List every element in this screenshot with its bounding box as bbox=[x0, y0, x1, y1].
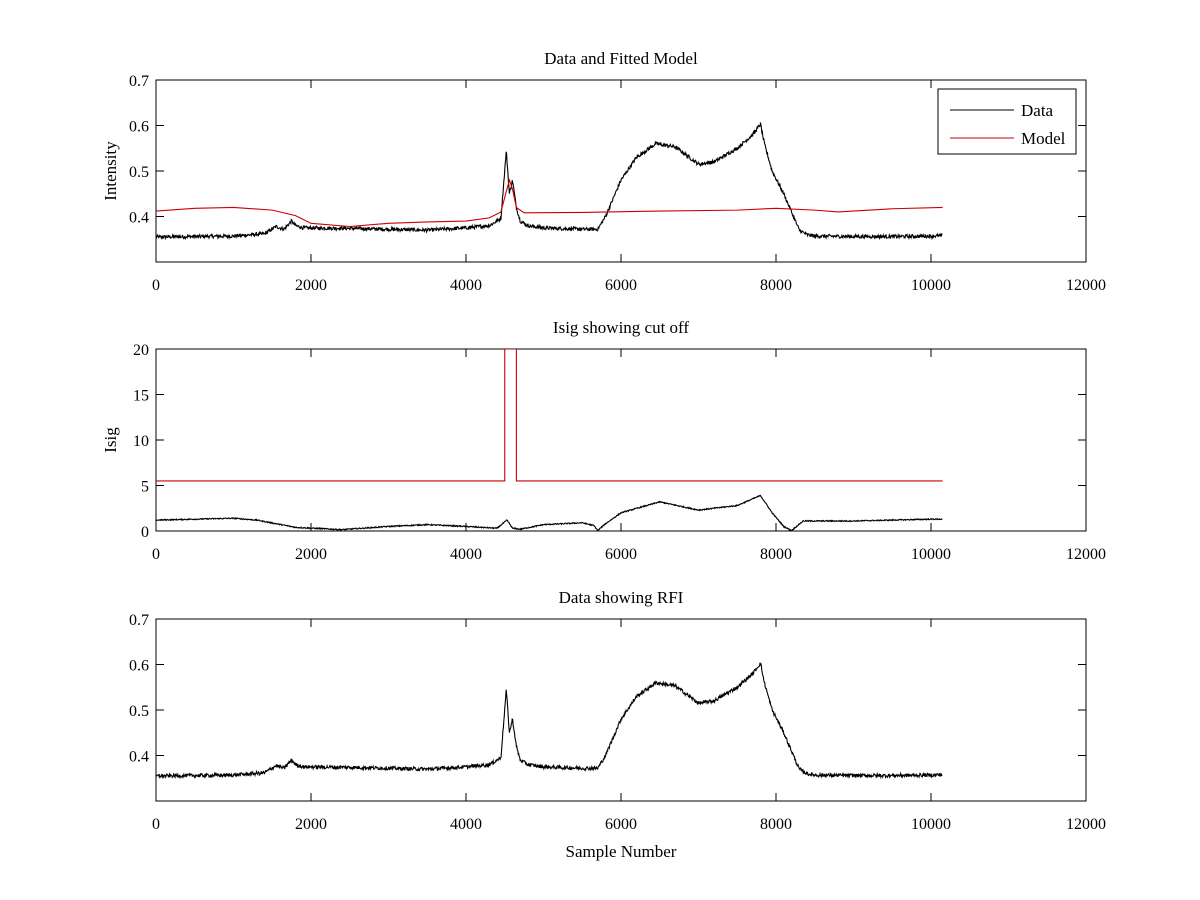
x-tick-label: 8000 bbox=[760, 816, 792, 833]
series-line-isig bbox=[156, 494, 943, 531]
x-tick-label: 10000 bbox=[911, 546, 951, 563]
x-tick-label: 12000 bbox=[1066, 816, 1106, 833]
series-line-model bbox=[156, 178, 943, 228]
series-line-data bbox=[156, 662, 943, 780]
x-axis-label: Sample Number bbox=[566, 842, 677, 861]
y-tick-label: 15 bbox=[133, 388, 149, 405]
x-tick-label: 4000 bbox=[450, 277, 482, 294]
x-tick-label: 10000 bbox=[911, 277, 951, 294]
plot-area bbox=[155, 79, 1087, 263]
plot-area bbox=[155, 348, 1087, 532]
x-tick-label: 4000 bbox=[450, 816, 482, 833]
y-tick-label: 0.4 bbox=[129, 749, 149, 766]
legend-label: Data bbox=[1021, 101, 1054, 120]
x-tick-label: 6000 bbox=[605, 816, 637, 833]
y-tick-label: 0.4 bbox=[129, 210, 149, 227]
y-tick-label: 20 bbox=[133, 342, 149, 359]
series-line-cut-off bbox=[156, 349, 943, 482]
chart-panel-2: 0 2000 4000 6000 8000 10000 12000 0 5 10 15 20 Isig … bbox=[101, 318, 1106, 563]
chart-panel-1: 0 2000 4000 6000 8000 10000 12000 0.4 0.5 0.6 0.7 D… bbox=[101, 49, 1106, 294]
x-tick-label: 12000 bbox=[1066, 546, 1106, 563]
x-tick-label: 2000 bbox=[295, 546, 327, 563]
chart-panel-3: 0 2000 4000 6000 8000 10000 12000 0.4 0.5 0.6 0.7 D… bbox=[129, 588, 1106, 861]
y-tick-label: 10 bbox=[133, 433, 149, 450]
chart-title: Isig showing cut off bbox=[553, 318, 689, 337]
x-tick-label: 2000 bbox=[295, 277, 327, 294]
y-tick-label: 0.7 bbox=[129, 612, 149, 629]
y-tick-label: 0.5 bbox=[129, 703, 149, 720]
y-tick-label: 0.7 bbox=[129, 73, 149, 90]
x-tick-label: 6000 bbox=[605, 277, 637, 294]
series-line-data bbox=[156, 122, 943, 241]
x-tick-label: 0 bbox=[152, 816, 160, 833]
y-tick-label: 0.5 bbox=[129, 164, 149, 181]
legend: Data Model bbox=[937, 88, 1077, 155]
y-axis-label: Intensity bbox=[101, 141, 120, 201]
chart-title: Data showing RFI bbox=[559, 588, 684, 607]
y-axis-label: Isig bbox=[101, 427, 120, 453]
x-tick-label: 10000 bbox=[911, 816, 951, 833]
y-tick-label: 0.6 bbox=[129, 658, 149, 675]
plot-area bbox=[155, 618, 1087, 802]
x-tick-label: 8000 bbox=[760, 546, 792, 563]
x-tick-label: 4000 bbox=[450, 546, 482, 563]
y-tick-label: 0.6 bbox=[129, 119, 149, 136]
y-tick-label: 0 bbox=[141, 524, 149, 541]
x-tick-label: 0 bbox=[152, 546, 160, 563]
x-tick-label: 8000 bbox=[760, 277, 792, 294]
x-tick-label: 0 bbox=[152, 277, 160, 294]
legend-label: Model bbox=[1021, 129, 1066, 148]
chart-title: Data and Fitted Model bbox=[544, 49, 698, 68]
x-tick-label: 6000 bbox=[605, 546, 637, 563]
y-tick-label: 5 bbox=[141, 479, 149, 496]
x-tick-label: 2000 bbox=[295, 816, 327, 833]
x-tick-label: 12000 bbox=[1066, 277, 1106, 294]
legend-box bbox=[937, 88, 1077, 155]
